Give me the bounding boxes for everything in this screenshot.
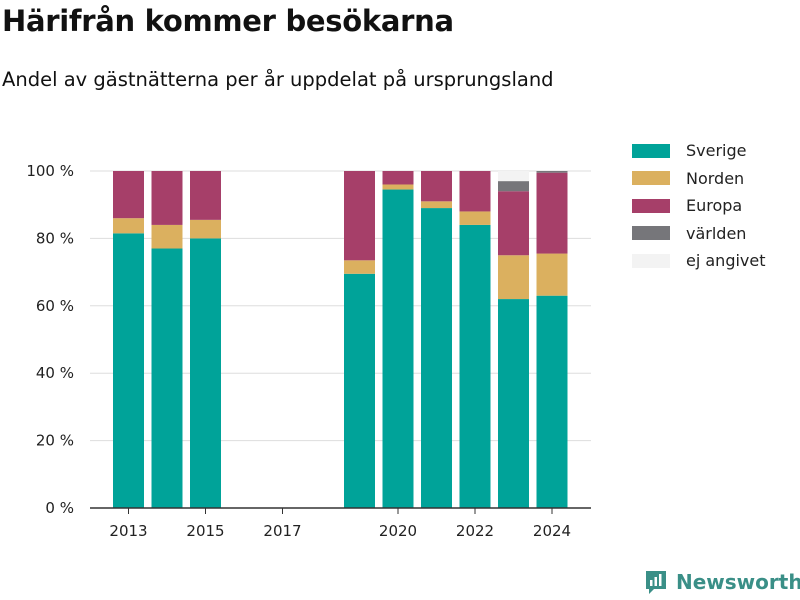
- bar-sverige-2013: [113, 233, 144, 508]
- bar-europa-2014: [151, 171, 183, 225]
- bar-europa-2019: [344, 171, 375, 261]
- legend-swatch: [632, 253, 670, 268]
- legend-item: ej angivet: [632, 247, 766, 275]
- bar-norden-2023: [498, 255, 529, 300]
- legend-swatch: [632, 143, 670, 158]
- y-tick-label: 0 %: [45, 499, 74, 517]
- bar-sverige-2023: [498, 299, 529, 508]
- bar-ej-angivet-2023: [498, 171, 529, 182]
- bar-sverige-2022: [459, 224, 491, 509]
- x-tick-label: 2013: [109, 522, 147, 540]
- bar-europa-2020: [382, 171, 414, 185]
- brand-name: Newsworthy: [676, 570, 800, 594]
- x-tick-label: 2022: [456, 522, 494, 540]
- x-tick-label: 2017: [263, 522, 301, 540]
- brand-logo: Newsworthy: [644, 569, 800, 595]
- bar-europa-2022: [459, 171, 491, 212]
- bar-norden-2014: [151, 224, 183, 249]
- bar-norden-2013: [113, 218, 144, 234]
- y-tick-label: 20 %: [36, 432, 74, 450]
- bar-sverige-2021: [421, 208, 452, 508]
- newsworthy-logo-icon: [646, 571, 666, 594]
- bar-europa-2013: [113, 171, 144, 219]
- legend-swatch: [632, 226, 670, 241]
- bar-europa-2021: [421, 171, 452, 202]
- legend-swatch: [632, 198, 670, 213]
- bar-europa-2023: [498, 191, 529, 256]
- y-tick-label: 60 %: [36, 297, 74, 315]
- y-tick-label: 100 %: [26, 162, 74, 180]
- legend-item: världen: [632, 220, 766, 248]
- bar-norden-2019: [344, 260, 375, 274]
- legend-item: Sverige: [632, 137, 766, 165]
- bar-norden-2020: [382, 184, 414, 190]
- legend-label: ej angivet: [686, 251, 766, 271]
- bar-världen-2024: [536, 171, 568, 173]
- x-axis-ticks: 2013 2015 2017 2020 2022 2024: [109, 508, 571, 540]
- legend: Sverige Norden Europa världen ej angivet: [632, 137, 766, 275]
- bar-sverige-2015: [190, 238, 221, 508]
- bar-norden-2024: [536, 253, 568, 296]
- legend-label: världen: [686, 223, 747, 243]
- legend-item: Norden: [632, 165, 766, 193]
- bar-sverige-2020: [382, 189, 414, 508]
- chart-title: Härifrån kommer besökarna: [2, 4, 454, 38]
- bar-europa-2024: [536, 172, 568, 254]
- bar-norden-2015: [190, 219, 221, 239]
- bars: [113, 171, 568, 509]
- y-tick-label: 40 %: [36, 364, 74, 382]
- legend-item: Europa: [632, 192, 766, 220]
- legend-label: Sverige: [686, 141, 747, 161]
- bar-sverige-2019: [344, 273, 375, 508]
- legend-swatch: [632, 171, 670, 186]
- bar-europa-2015: [190, 171, 221, 220]
- chart-subtitle: Andel av gästnätterna per år uppdelat på…: [2, 68, 554, 91]
- legend-label: Europa: [686, 196, 743, 216]
- x-tick-label: 2020: [379, 522, 417, 540]
- bar-sverige-2024: [536, 295, 568, 508]
- legend-label: Norden: [686, 168, 745, 188]
- bar-sverige-2014: [151, 248, 183, 508]
- x-tick-label: 2015: [186, 522, 224, 540]
- y-tick-label: 80 %: [36, 229, 74, 247]
- bar-världen-2023: [498, 181, 529, 192]
- y-axis-ticks: 0 % 20 % 40 % 60 % 80 % 100 %: [26, 162, 74, 517]
- bar-norden-2021: [421, 201, 452, 209]
- x-tick-label: 2024: [533, 522, 571, 540]
- bar-norden-2022: [459, 211, 491, 225]
